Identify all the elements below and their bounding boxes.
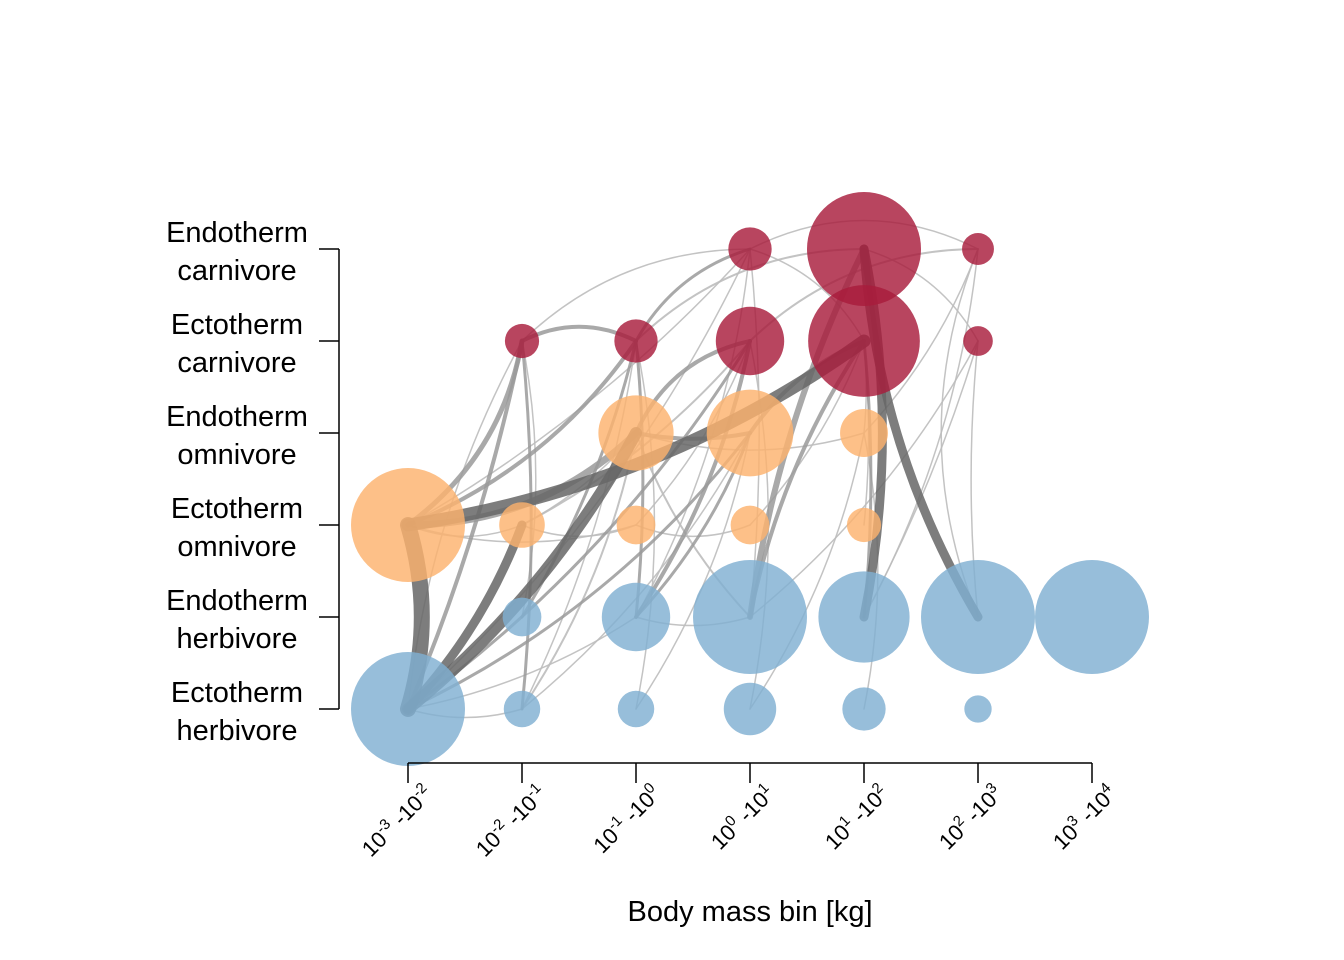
y-tick-label: Ectotherm omnivore xyxy=(171,493,303,563)
x-axis: 10-3 -10-2 10-2 -10-1 10-1 -100 100 -101 101… xyxy=(355,762,1122,862)
food-web-edge xyxy=(634,339,645,619)
node-ectotherm-carnivore-bin-1 xyxy=(504,323,540,359)
node-endotherm-herbivore-bin-4 xyxy=(818,571,910,663)
x-tick-label: 103 -104 xyxy=(1047,779,1122,854)
food-web-edge xyxy=(521,432,751,710)
food-web-edge xyxy=(863,248,979,618)
node-ectotherm-omnivore-bin-1 xyxy=(499,502,545,548)
node-ectotherm-herbivore-bin-0 xyxy=(351,652,465,766)
food-web-edge xyxy=(521,340,637,710)
y-tick-label: Ectotherm carnivore xyxy=(171,309,303,379)
food-web-edge xyxy=(521,248,751,342)
node-ectotherm-omnivore-bin-4 xyxy=(846,507,882,543)
x-tick-label: 10-2 -10-1 xyxy=(469,779,551,861)
node-ectotherm-carnivore-bin-3 xyxy=(715,306,785,376)
nodes-layer xyxy=(351,192,1149,766)
x-tick-label: 10-1 -100 xyxy=(587,779,666,858)
food-web-edge xyxy=(406,431,752,711)
node-ectotherm-omnivore-bin-0 xyxy=(351,468,465,582)
y-axis: Endotherm carnivore Ectotherm carnivore Endo… xyxy=(166,217,340,747)
node-ectotherm-carnivore-bin-5 xyxy=(963,326,993,356)
food-web-edge xyxy=(521,340,537,618)
node-endotherm-herbivore-bin-3 xyxy=(693,560,807,674)
y-tick-label: Endotherm omnivore xyxy=(166,401,308,471)
node-ectotherm-omnivore-bin-3 xyxy=(730,505,770,545)
node-endotherm-herbivore-bin-5 xyxy=(921,560,1035,674)
node-ectotherm-omnivore-bin-2 xyxy=(616,505,656,545)
node-endotherm-omnivore-bin-2 xyxy=(598,395,674,471)
node-ectotherm-herbivore-bin-4 xyxy=(842,687,886,731)
node-endotherm-carnivore-bin-3 xyxy=(728,227,772,271)
node-ectotherm-herbivore-bin-1 xyxy=(503,690,541,728)
node-ectotherm-carnivore-bin-4 xyxy=(808,285,920,397)
node-ectotherm-herbivore-bin-2 xyxy=(617,690,655,728)
food-web-edge xyxy=(749,432,865,710)
node-endotherm-herbivore-bin-6 xyxy=(1035,560,1149,674)
node-endotherm-omnivore-bin-3 xyxy=(706,389,794,477)
food-web-edge xyxy=(634,339,752,619)
x-tick-label: 102 -103 xyxy=(933,779,1008,854)
x-tick-label: 101 -102 xyxy=(819,779,894,854)
y-tick-label: Endotherm herbivore xyxy=(166,585,308,655)
node-endotherm-herbivore-bin-2 xyxy=(601,582,671,652)
node-endotherm-carnivore-bin-5 xyxy=(962,233,994,265)
y-tick-label: Endotherm carnivore xyxy=(166,217,308,287)
node-endotherm-carnivore-bin-4 xyxy=(807,192,921,306)
x-axis-label: Body mass bin [kg] xyxy=(628,896,873,928)
x-tick-label: 10-3 -10-2 xyxy=(355,779,437,861)
y-tick-label: Ectotherm herbivore xyxy=(171,677,303,747)
node-endotherm-omnivore-bin-4 xyxy=(840,409,888,457)
node-endotherm-herbivore-bin-1 xyxy=(502,597,542,637)
node-ectotherm-carnivore-bin-2 xyxy=(614,319,658,363)
node-ectotherm-herbivore-bin-3 xyxy=(723,682,777,736)
node-ectotherm-herbivore-bin-5 xyxy=(964,695,992,723)
x-tick-label: 100 -101 xyxy=(705,779,780,854)
